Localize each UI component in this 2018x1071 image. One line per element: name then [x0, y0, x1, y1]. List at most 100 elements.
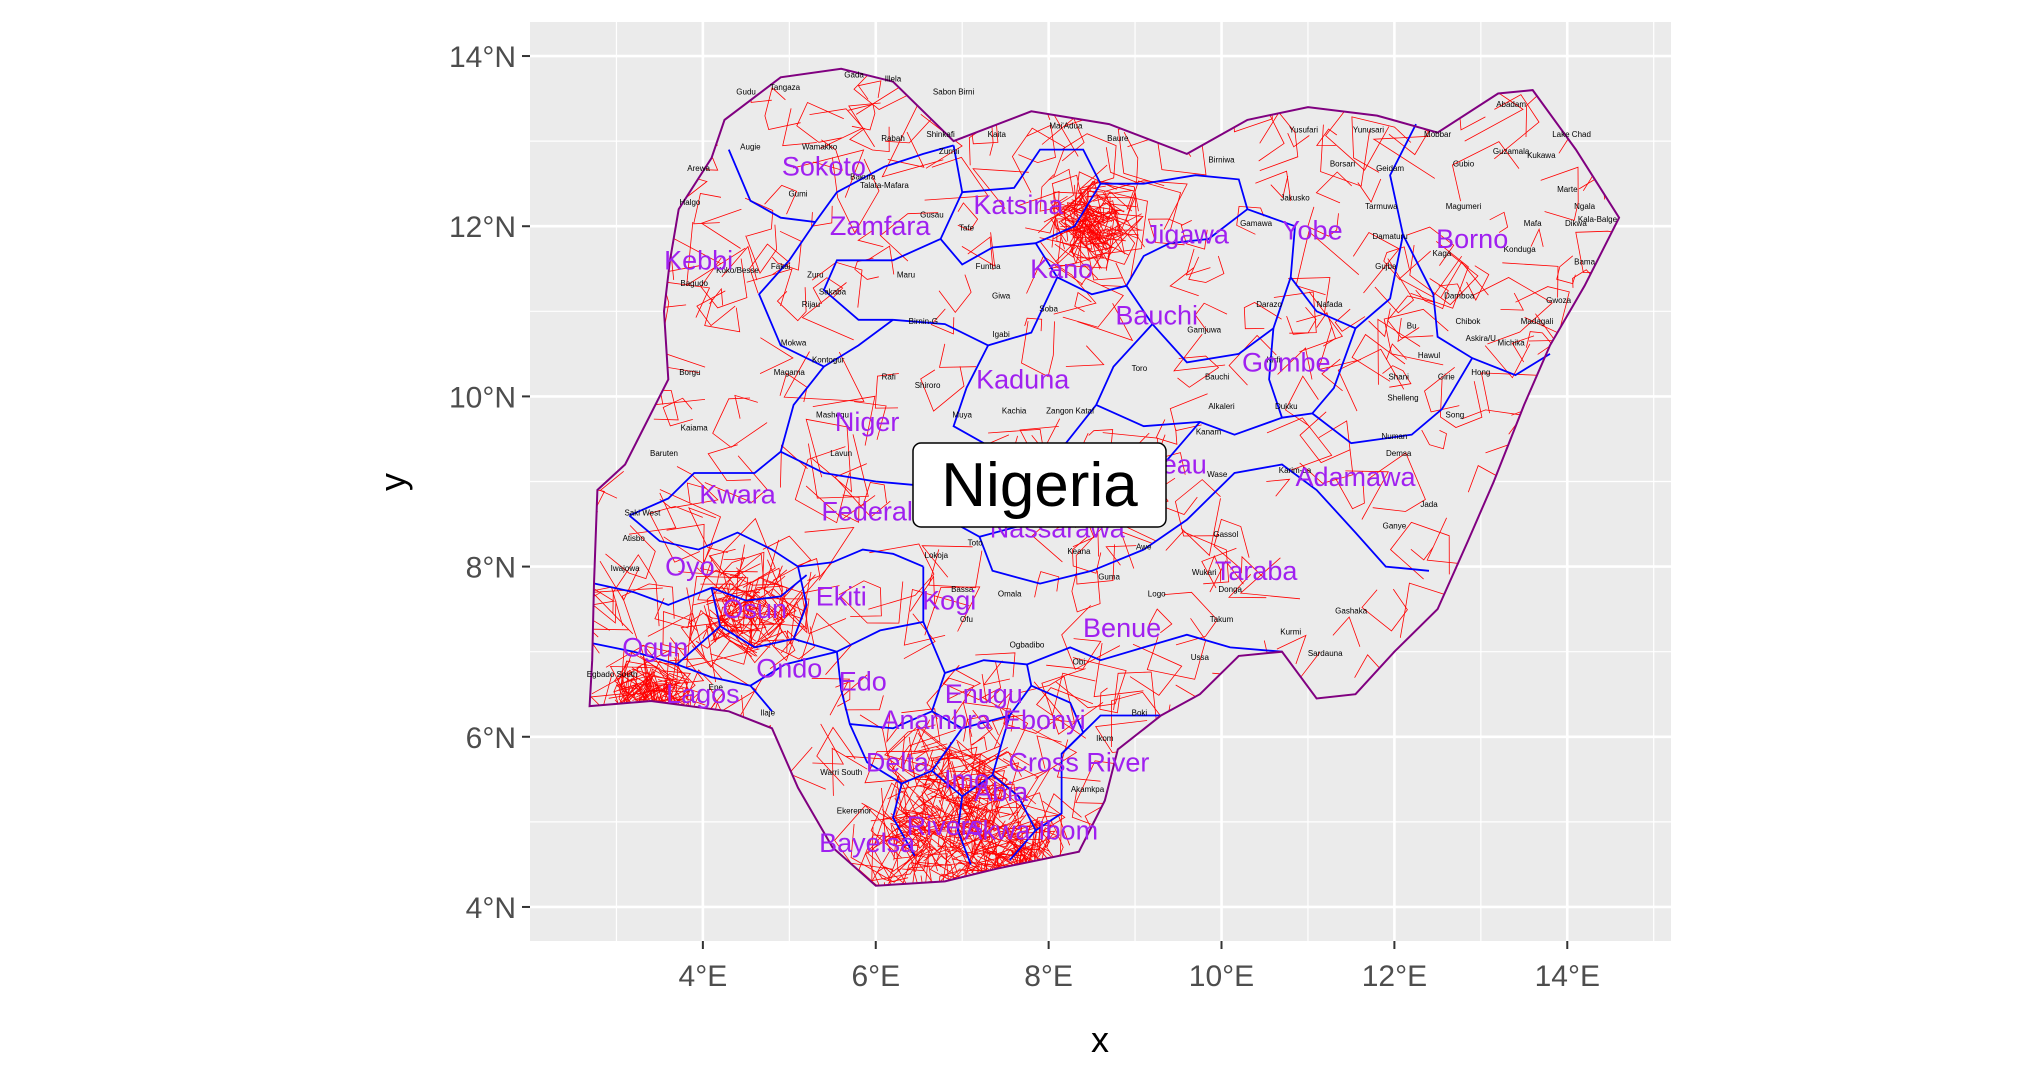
lga-boundary — [1439, 378, 1483, 428]
lga-label: Tangaza — [770, 83, 801, 92]
lga-boundary — [948, 741, 970, 773]
lga-label: Logo — [1148, 589, 1166, 598]
lga-label: Tafe — [959, 224, 975, 233]
lga-boundary — [725, 609, 753, 657]
lga-boundary — [1070, 180, 1139, 248]
lga-boundary — [812, 395, 876, 446]
lga-boundary — [1129, 643, 1183, 696]
lga-label: Egbado South — [587, 670, 638, 679]
lga-boundary — [1500, 292, 1524, 311]
lga-label: Hong — [1471, 368, 1490, 377]
lga-boundary — [621, 583, 675, 641]
lga-label: Mobbar — [1424, 130, 1451, 139]
lga-label: Augie — [740, 143, 761, 152]
lga-boundary — [1039, 174, 1077, 212]
lga-boundary — [759, 337, 794, 374]
x-tick-label: 6°E — [851, 960, 900, 993]
lga-boundary — [733, 563, 786, 586]
lga-boundary — [971, 816, 1025, 855]
lga-label: Shelleng — [1387, 394, 1418, 403]
state-labels: Sokoto Zamfara Katsina Jigawa Yobe Borno Kebbi… — [622, 152, 1508, 858]
lga-boundary — [1317, 327, 1361, 371]
lga-boundary — [1472, 277, 1553, 345]
lga-boundary — [692, 575, 749, 629]
lga-label: Tarmuwa — [1365, 202, 1398, 211]
lga-boundary — [1086, 196, 1136, 241]
lga-boundary — [769, 601, 789, 623]
lga-boundary — [873, 774, 922, 846]
lga-boundary — [978, 751, 1022, 792]
lga-boundary — [1424, 366, 1460, 413]
lga-boundary — [666, 523, 705, 575]
lga-label: Takum — [1210, 615, 1234, 624]
state-boundary — [710, 587, 794, 649]
lga-boundary — [893, 825, 938, 872]
lga-boundary — [986, 789, 1042, 866]
lga-boundary — [1048, 226, 1086, 270]
lga-boundary — [896, 771, 952, 816]
lga-boundary — [1180, 220, 1208, 250]
lga-boundary — [840, 581, 904, 624]
lga-label: Shani — [1388, 372, 1409, 381]
state-boundaries — [592, 123, 1551, 865]
lga-boundary — [1163, 591, 1218, 646]
lga-boundary — [887, 868, 912, 886]
lga-boundary — [762, 535, 812, 581]
lga-boundary — [1316, 311, 1336, 347]
lga-boundary — [942, 661, 1002, 700]
lga-boundary — [970, 746, 1009, 781]
lga-boundary — [992, 792, 1051, 858]
lga-label: Omala — [998, 589, 1022, 598]
lga-boundary — [715, 517, 776, 589]
lga-boundary — [1383, 308, 1449, 366]
state-label: Federal — [821, 496, 913, 526]
lga-boundary — [857, 80, 882, 100]
lga-label: Kurmi — [1280, 628, 1301, 637]
lga-label: Askira/U — [1466, 334, 1496, 343]
lga-boundary — [1024, 317, 1043, 332]
lga-label: Song — [1446, 411, 1465, 420]
lga-label: Demsa — [1386, 449, 1412, 458]
y-tick-label: 14°N — [449, 41, 516, 74]
lga-label: Illela — [885, 75, 902, 84]
lga-boundary — [1239, 557, 1301, 600]
lga-boundary — [854, 401, 887, 440]
lga-boundary — [977, 766, 999, 796]
lga-label: Borgu — [679, 368, 700, 377]
lga-boundary — [721, 245, 758, 281]
lga-label: Kukawa — [1527, 151, 1556, 160]
lga-boundary — [705, 624, 756, 683]
lga-boundary — [885, 831, 919, 860]
x-axis-title: x — [1091, 1019, 1109, 1060]
lga-boundary — [908, 799, 947, 850]
lga-label: Kachia — [1002, 406, 1027, 415]
lga-boundary — [1236, 205, 1265, 235]
lga-boundary — [1169, 267, 1199, 297]
lga-boundary — [801, 585, 847, 635]
lga-boundary — [589, 576, 616, 608]
state-boundary — [676, 663, 773, 712]
state-label: Taraba — [1215, 556, 1299, 586]
lga-label: Ekeremor — [837, 806, 872, 815]
lga-boundary — [1266, 478, 1291, 497]
lga-boundary — [890, 724, 953, 790]
lga-boundary — [906, 795, 949, 850]
lga-boundary — [1270, 175, 1289, 199]
lga-boundary — [1316, 128, 1338, 147]
lga-boundary — [609, 665, 661, 707]
lga-boundary — [866, 245, 895, 275]
lga-boundary — [872, 835, 916, 879]
lga-boundary — [1177, 355, 1220, 388]
lga-boundary — [988, 781, 1008, 801]
state-label: Borno — [1436, 224, 1508, 254]
lga-boundary — [923, 844, 950, 883]
lga-boundary — [991, 715, 1015, 736]
y-tick-label: 12°N — [449, 211, 516, 244]
lga-boundary — [1367, 452, 1426, 512]
lga-label: Akamkpa — [1071, 785, 1105, 794]
lga-boundary — [1484, 343, 1531, 379]
lga-boundary — [865, 834, 919, 886]
lga-boundary — [1228, 574, 1267, 599]
lga-label: Hawul — [1418, 351, 1440, 360]
lga-boundary — [696, 290, 736, 327]
